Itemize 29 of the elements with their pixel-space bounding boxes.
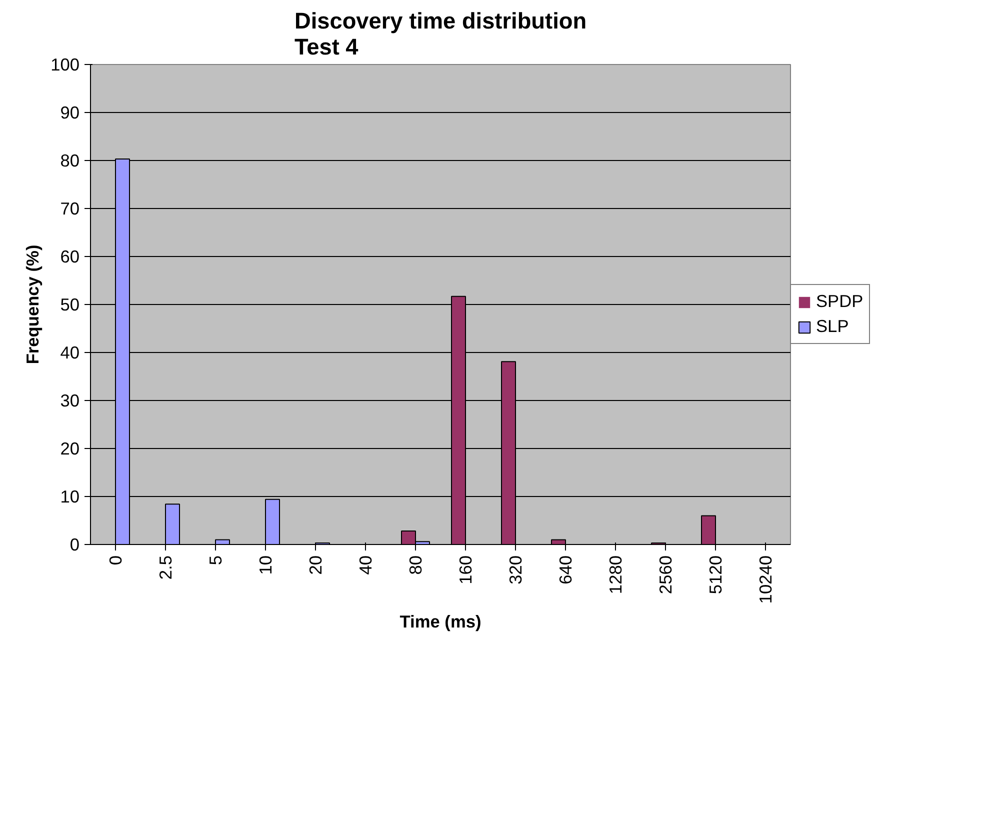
y-tick-label: 100	[50, 54, 80, 74]
y-tick-label: 10	[60, 486, 80, 506]
x-tick-label: 40	[356, 555, 376, 575]
x-tick-label: 20	[306, 555, 326, 575]
legend-label: SPDP	[816, 291, 864, 312]
x-tick-label: 320	[506, 555, 526, 584]
x-tick-label: 2.5	[156, 555, 176, 580]
y-tick-label: 80	[60, 150, 80, 170]
y-tick-label: 40	[60, 342, 80, 362]
chart-title: Discovery time distribution Test 4	[294, 8, 587, 60]
x-tick-label: 10240	[756, 556, 776, 604]
y-tick-label: 50	[60, 294, 80, 314]
y-tick-label: 20	[60, 438, 80, 458]
legend-label: SLP	[816, 316, 849, 337]
x-tick-label: 0	[106, 555, 126, 566]
x-tick-label: 160	[456, 555, 476, 584]
x-tick-label: 640	[556, 555, 576, 584]
x-tick-label: 1280	[606, 555, 626, 594]
x-tick-label: 10	[256, 555, 276, 575]
x-axis-title: Time (ms)	[400, 612, 482, 632]
x-tick-label: 5	[206, 555, 226, 566]
x-tick-label: 5120	[706, 555, 726, 594]
y-tick-label: 70	[60, 198, 80, 218]
y-axis-title: Frequency (%)	[22, 244, 43, 364]
x-tick-label: 2560	[656, 555, 676, 594]
y-tick-label: 90	[60, 102, 80, 122]
y-tick-label: 60	[60, 246, 80, 266]
x-tick-label: 80	[406, 555, 426, 575]
y-tick-label: 30	[60, 390, 80, 410]
